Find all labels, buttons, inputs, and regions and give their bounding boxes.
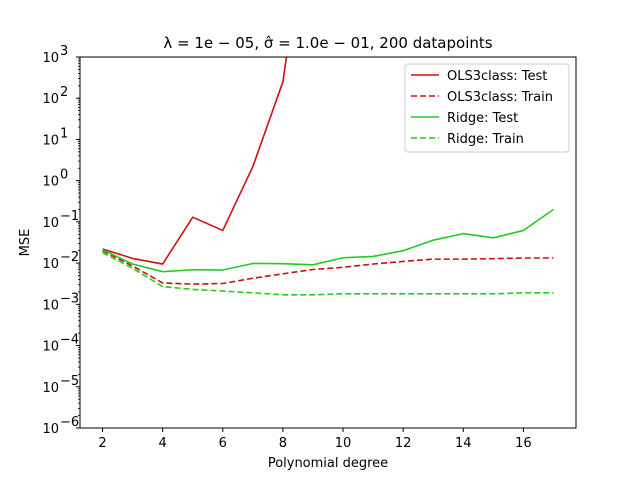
y-tick-label: 10 — [42, 257, 59, 272]
x-tick-label: 14 — [455, 436, 472, 451]
y-tick-label: 10 — [42, 422, 59, 437]
y-tick-label: 10 — [42, 340, 59, 355]
x-axis: 2 4 6 8 10 12 14 16 — [98, 428, 532, 451]
x-tick-label: 16 — [515, 436, 532, 451]
y-tick-label: 10 — [42, 175, 59, 190]
legend-box — [404, 63, 570, 153]
legend-label-1: OLS3class: Train — [447, 90, 553, 105]
x-tick-label: 2 — [98, 436, 106, 451]
y-tick-exponent: 2 — [60, 85, 68, 100]
y-tick-exponent: −5 — [60, 374, 79, 389]
x-tick-label: 12 — [395, 436, 412, 451]
legend-label-3: Ridge: Train — [447, 132, 524, 147]
x-axis-label: Polynomial degree — [268, 456, 388, 471]
y-tick-exponent: −6 — [60, 415, 79, 430]
y-tick-exponent: −1 — [60, 209, 79, 224]
series-line-0 — [102, 57, 288, 265]
y-tick-label: 10 — [42, 381, 59, 396]
series-line-2 — [102, 208, 554, 273]
y-tick-exponent: −2 — [60, 250, 79, 265]
y-tick-label: 10 — [42, 133, 59, 148]
chart-title: λ = 1e − 05, σ̂ = 1.0e − 01, 200 datapoi… — [163, 34, 492, 52]
series-layer — [102, 57, 554, 296]
y-tick-exponent: 0 — [60, 168, 68, 183]
legend-label-0: OLS3class: Test — [447, 69, 547, 84]
y-tick-exponent: 3 — [60, 44, 68, 59]
y-tick-exponent: −4 — [60, 333, 79, 348]
series-line-3 — [102, 251, 554, 296]
y-tick-exponent: −3 — [60, 291, 79, 306]
y-tick-label: 10 — [42, 51, 59, 66]
x-tick-label: 6 — [219, 436, 227, 451]
x-tick-label: 4 — [159, 436, 167, 451]
y-axis-label: MSE — [18, 229, 33, 257]
x-tick-label: 8 — [279, 436, 287, 451]
legend: OLS3class: Test OLS3class: Train Ridge: Te… — [404, 63, 570, 153]
y-tick-label: 10 — [42, 92, 59, 107]
legend-label-2: Ridge: Test — [447, 111, 518, 126]
y-tick-exponent: 1 — [60, 126, 68, 141]
y-tick-label: 10 — [42, 298, 59, 313]
series-line-1 — [102, 249, 554, 285]
y-tick-label: 10 — [42, 216, 59, 231]
x-tick-label: 10 — [335, 436, 352, 451]
plot-frame — [79, 56, 577, 429]
